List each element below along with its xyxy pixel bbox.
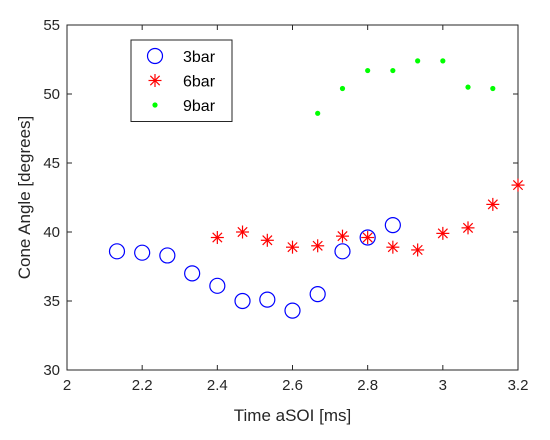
data-point	[259, 291, 276, 308]
data-point	[209, 277, 226, 294]
data-point	[415, 58, 421, 64]
data-point	[134, 244, 151, 261]
series-3bar	[108, 217, 401, 319]
data-point	[465, 84, 471, 90]
data-point	[440, 58, 446, 64]
data-point	[260, 233, 274, 247]
data-point	[108, 243, 126, 260]
data-point	[339, 85, 346, 92]
y-axis-label: Cone Angle [degrees]	[15, 116, 34, 280]
data-marks	[108, 58, 525, 319]
legend-label: 3bar	[183, 49, 216, 66]
data-point	[184, 265, 201, 282]
legend-marker	[148, 74, 162, 87]
legend-label: 6bar	[183, 74, 216, 91]
data-point	[359, 229, 376, 246]
data-point	[315, 110, 321, 116]
data-point	[486, 197, 500, 211]
legend: 3bar 6bar 9bar	[130, 39, 233, 122]
data-point	[365, 67, 371, 74]
data-point	[159, 247, 176, 264]
y-tick-label: 45	[43, 155, 60, 172]
data-point	[511, 178, 525, 192]
x-tick-label: 3	[439, 377, 447, 394]
series-6bar	[210, 178, 525, 257]
data-point	[390, 67, 396, 74]
data-point	[236, 225, 250, 239]
data-point	[361, 231, 375, 245]
data-point	[210, 231, 224, 245]
series-9bar	[315, 58, 496, 116]
y-tick-label: 30	[43, 362, 60, 379]
data-point	[384, 217, 401, 234]
legend-marker	[152, 102, 158, 108]
legend-marker	[146, 47, 164, 65]
y-tick-label: 35	[43, 293, 60, 310]
data-point	[436, 226, 450, 240]
data-point	[411, 243, 425, 257]
y-tick-label: 55	[43, 17, 60, 34]
data-point	[286, 240, 299, 254]
data-point	[311, 239, 325, 253]
x-tick-label: 3.2	[508, 377, 529, 394]
x-tick-label: 2	[63, 377, 71, 394]
data-point	[234, 292, 251, 310]
x-axis-ticks: 2 2.2 2.4 2.6 2.8 3 3.2	[63, 25, 529, 394]
data-point	[335, 229, 349, 243]
data-point	[284, 302, 301, 319]
x-tick-label: 2.6	[282, 377, 303, 394]
x-tick-label: 2.4	[207, 377, 228, 394]
y-tick-label: 50	[43, 86, 60, 103]
x-axis-label: Time aSOI [ms]	[234, 406, 351, 425]
y-tick-label: 40	[43, 224, 60, 241]
data-point	[461, 221, 475, 235]
x-tick-label: 2.8	[357, 377, 378, 394]
data-point	[386, 240, 400, 254]
legend-label: 9bar	[183, 98, 216, 115]
x-tick-label: 2.2	[132, 377, 153, 394]
data-point	[334, 243, 351, 260]
legend-box	[130, 39, 233, 122]
y-axis-ticks: 30 35 40 45 50 55	[43, 17, 518, 379]
data-point	[309, 286, 326, 303]
data-point	[490, 85, 496, 92]
